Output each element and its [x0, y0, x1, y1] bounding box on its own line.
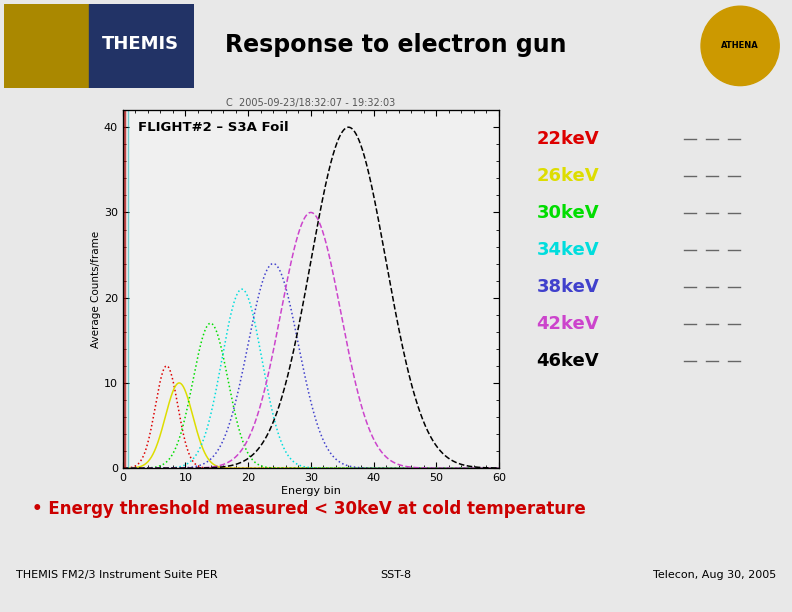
- Text: 34keV: 34keV: [536, 241, 599, 259]
- Text: 46keV: 46keV: [536, 352, 599, 370]
- Y-axis label: Average Counts/frame: Average Counts/frame: [91, 231, 101, 348]
- Text: 42keV: 42keV: [536, 315, 599, 333]
- Text: THEMIS: THEMIS: [102, 35, 179, 53]
- X-axis label: Energy bin: Energy bin: [281, 486, 341, 496]
- Bar: [4, 4, 89, 88]
- Text: 26keV: 26keV: [536, 167, 599, 185]
- Title: C  2005-09-23/18:32:07 - 19:32:03: C 2005-09-23/18:32:07 - 19:32:03: [227, 98, 395, 108]
- Circle shape: [701, 6, 779, 86]
- Bar: [89, 4, 194, 88]
- Text: 22keV: 22keV: [536, 130, 599, 148]
- Text: Telecon, Aug 30, 2005: Telecon, Aug 30, 2005: [653, 570, 776, 580]
- Text: FLIGHT#2 – S3A Foil: FLIGHT#2 – S3A Foil: [138, 121, 288, 134]
- Text: SST-8: SST-8: [380, 570, 412, 580]
- Text: THEMIS FM2/3 Instrument Suite PER: THEMIS FM2/3 Instrument Suite PER: [16, 570, 218, 580]
- Text: Response to electron gun: Response to electron gun: [225, 33, 567, 58]
- Text: • Energy threshold measured < 30keV at cold temperature: • Energy threshold measured < 30keV at c…: [32, 501, 585, 518]
- Text: 30keV: 30keV: [536, 204, 599, 222]
- Text: ATHENA: ATHENA: [722, 42, 759, 50]
- Text: 38keV: 38keV: [536, 278, 599, 296]
